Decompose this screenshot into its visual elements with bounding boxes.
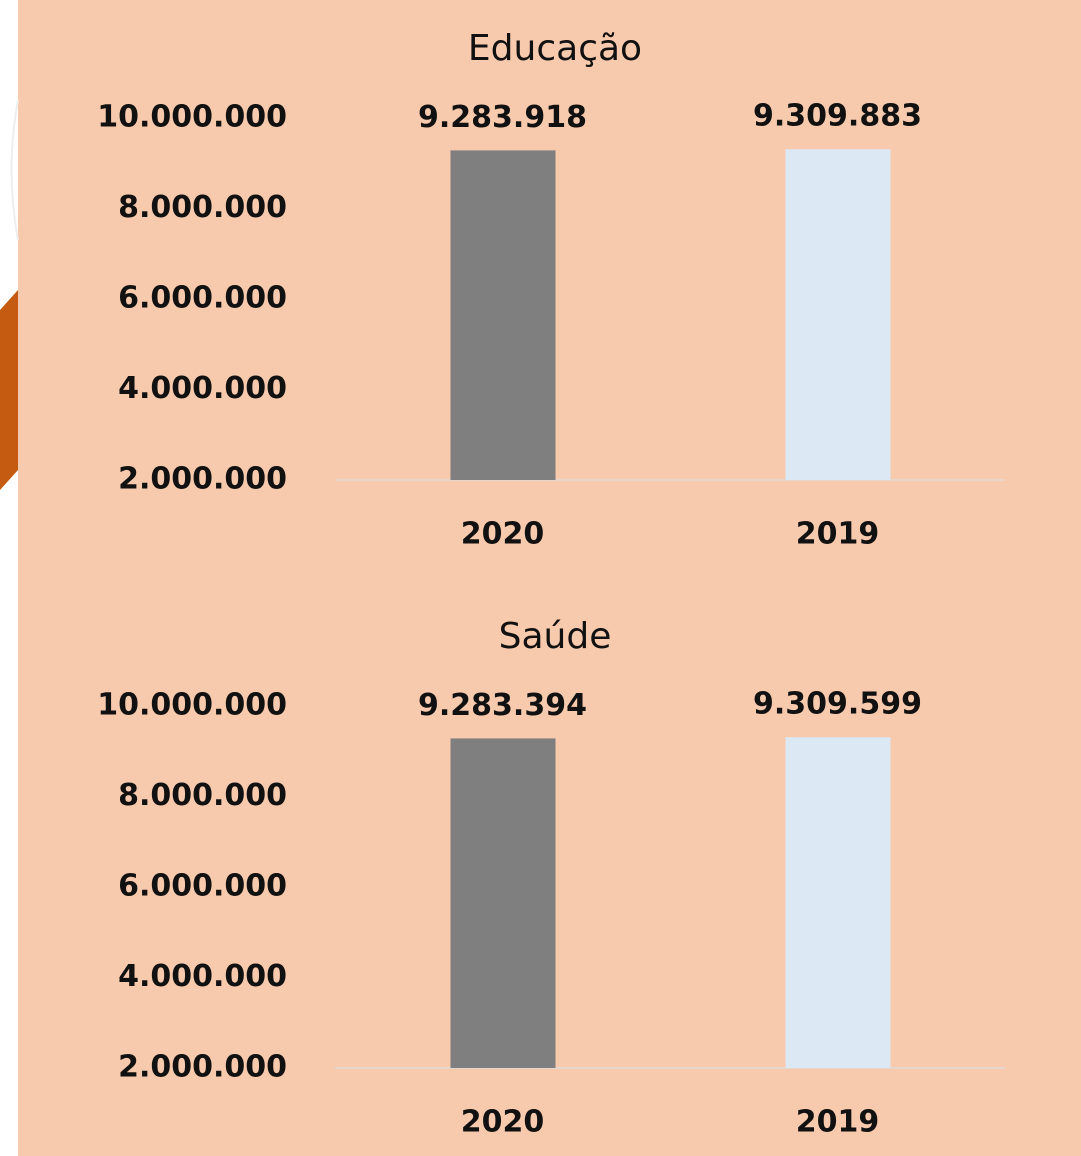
bar — [785, 737, 891, 1068]
x-tick-label: 2019 — [796, 1105, 880, 1140]
y-tick-label: 6.000.000 — [118, 281, 287, 316]
bar — [785, 149, 891, 481]
x-tick-label: 2019 — [796, 517, 880, 552]
y-tick-label: 4.000.000 — [118, 371, 287, 406]
chart-title: Saúde — [499, 616, 612, 657]
x-tick-label: 2020 — [461, 1105, 545, 1140]
value-label: 9.309.599 — [753, 687, 922, 722]
y-tick-label: 8.000.000 — [118, 778, 287, 813]
decoration-arc — [10, 99, 19, 241]
y-tick-label: 6.000.000 — [118, 869, 287, 904]
y-tick-label: 8.000.000 — [118, 190, 287, 225]
bar — [450, 150, 556, 480]
y-tick-label: 2.000.000 — [118, 462, 287, 497]
y-tick-label: 10.000.000 — [97, 100, 287, 135]
x-tick-label: 2020 — [461, 517, 545, 552]
value-label: 9.309.883 — [753, 99, 922, 134]
chart-title: Educação — [468, 28, 642, 69]
bar — [450, 738, 556, 1068]
decoration — [0, 290, 18, 490]
value-label: 9.283.394 — [418, 688, 587, 723]
y-tick-label: 4.000.000 — [118, 959, 287, 994]
value-label: 9.283.918 — [418, 100, 587, 135]
y-tick-label: 10.000.000 — [97, 688, 287, 723]
y-tick-label: 2.000.000 — [118, 1050, 287, 1085]
